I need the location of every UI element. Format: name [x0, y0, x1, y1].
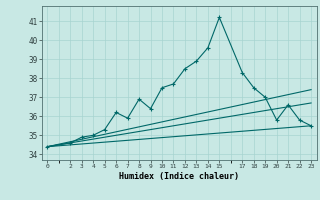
X-axis label: Humidex (Indice chaleur): Humidex (Indice chaleur)	[119, 172, 239, 181]
